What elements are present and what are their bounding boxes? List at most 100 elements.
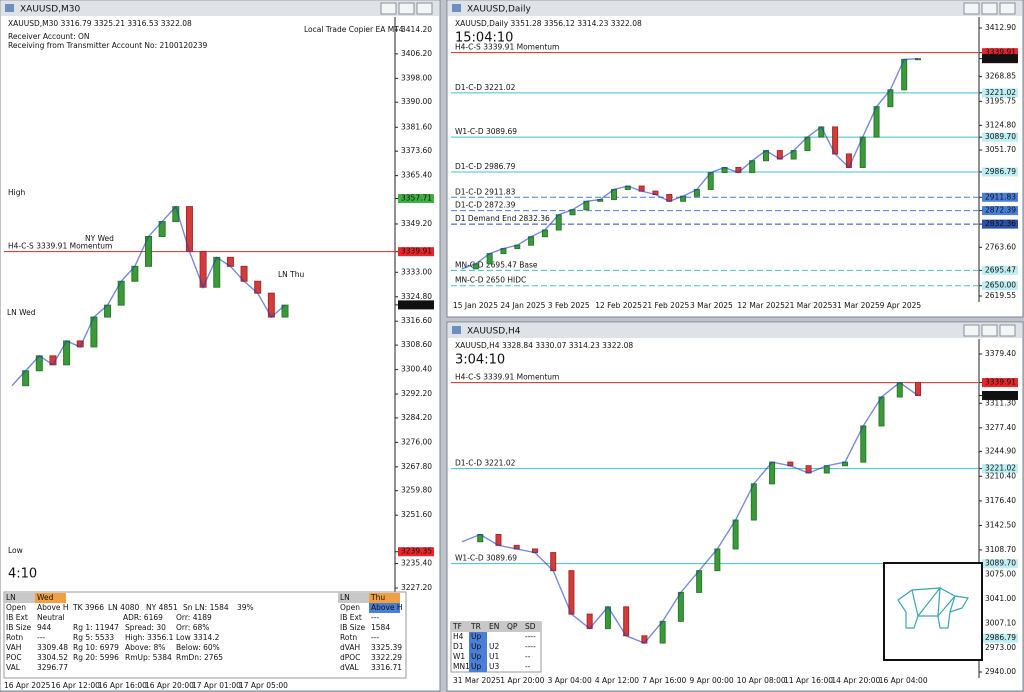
level-label: W1-C-D 3089.69 [455, 127, 517, 136]
table-cell: Neutral [37, 613, 65, 622]
price-label: 2650.00 [985, 281, 1016, 290]
time-label: 3 Apr 04:00 [548, 676, 592, 685]
window-icon [452, 4, 461, 12]
price-label: 3284.20 [401, 413, 432, 422]
table-cell: 3322.29 [371, 653, 402, 662]
time-label: 9 Apr 00:00 [690, 676, 734, 685]
trend-head: QP [507, 622, 518, 631]
stat: High: 3356.1 [125, 633, 174, 642]
level-label: D1-C-D 3221.02 [455, 459, 516, 468]
price-label-bg [982, 132, 1018, 142]
stat: NY 4851 [146, 603, 178, 612]
trend-cell-bg [469, 662, 487, 672]
trend-cell: ---- [525, 642, 536, 651]
table-cell: Above H [37, 603, 69, 612]
title-bar [1, 1, 439, 16]
stat: Sn LN: 1584 [183, 603, 229, 612]
trend-head-bg [505, 622, 523, 632]
close-button[interactable] [416, 2, 433, 15]
chart-header: XAUUSD,H4 3328.84 3330.07 3314.23 3322.0… [455, 341, 633, 350]
table-cell: 3325.39 [371, 643, 402, 652]
candle [677, 591, 684, 622]
candle [878, 396, 885, 427]
candle [750, 483, 757, 521]
timer: 15:04:10 [455, 31, 513, 46]
stat: Rg 10: 6979 [73, 643, 119, 652]
window-icon [5, 4, 14, 12]
price-label-bg [982, 219, 1018, 229]
stat: Orr: 4189 [176, 613, 212, 622]
price-label: 2973.00 [985, 643, 1016, 652]
price-label-bg [398, 194, 434, 204]
time-label: 16 Apr 20:00 [145, 681, 194, 690]
info-panel [3, 591, 407, 679]
table-cell: Rotn [6, 633, 23, 642]
price-label-bg [398, 247, 434, 257]
time-label: 16 Apr 2025 [4, 681, 51, 690]
candle [860, 425, 867, 463]
trend-head-bg [469, 622, 487, 632]
trend-cell: U2 [489, 642, 499, 651]
window-title: XAUUSD,H4 [467, 327, 521, 337]
candle [714, 548, 721, 572]
price-label: 3322.08 [985, 390, 1016, 399]
trend-head: TR [470, 622, 481, 631]
price-label: 3373.60 [401, 146, 432, 155]
time-label: 16 Apr 12:00 [51, 681, 100, 690]
table-cell: 3304.52 [37, 653, 68, 662]
time-label: 17 Apr 01:00 [192, 681, 241, 690]
stat: Above: 8% [125, 643, 165, 652]
trend-head-bg [523, 622, 541, 632]
window-title: XAUUSD,Daily [467, 5, 531, 15]
table-head: Wed [37, 593, 54, 602]
price-label: 3007.10 [985, 618, 1016, 627]
minimize-button[interactable] [963, 324, 980, 337]
candle [659, 620, 666, 644]
maximize-button[interactable] [981, 2, 998, 15]
close-line [11, 205, 286, 387]
price-label: 3239.35 [401, 547, 432, 556]
close-button[interactable] [999, 2, 1016, 15]
trend-cell: U3 [489, 662, 499, 671]
trend-cell: Up [471, 662, 481, 671]
table-cell: POC [6, 653, 22, 662]
note: Local Trade Copier EA MT4 [304, 25, 404, 34]
time-label: 21 Mar 2025 [785, 301, 833, 310]
time-label: 4 Apr 12:00 [595, 676, 639, 685]
price-label: 2940.00 [985, 667, 1016, 676]
price-label: 2619.55 [985, 291, 1016, 300]
timer: 3:04:10 [455, 353, 505, 368]
minimize-button[interactable] [380, 2, 397, 15]
table-cell: IB Size [340, 623, 366, 632]
cell-bg [369, 603, 400, 613]
time-label: 12 Mar 2025 [737, 301, 785, 310]
candle [623, 606, 630, 637]
time-label: 16 Apr 04:00 [879, 676, 928, 685]
close-button[interactable] [999, 324, 1016, 337]
price-label: 3398.00 [401, 73, 432, 82]
chart-header: XAUUSD,Daily 3351.28 3356.12 3314.23 332… [455, 19, 642, 28]
price-label: 3259.80 [401, 486, 432, 495]
price-label: 3124.80 [985, 120, 1016, 129]
time-label: 31 Mar 2025 [832, 301, 880, 310]
level-label: D1-C-D 2872.39 [455, 201, 516, 210]
table-cell: --- [371, 633, 379, 642]
table-cell: VAH [6, 643, 21, 652]
stat: Low 3314.2 [176, 633, 220, 642]
table-cell: --- [37, 633, 45, 642]
trend-cell: Up [471, 652, 481, 661]
window-title: XAUUSD,M30 [20, 5, 80, 15]
table-head-bg [338, 593, 369, 603]
maximize-button[interactable] [981, 324, 998, 337]
maximize-button[interactable] [398, 2, 415, 15]
price-label: 3176.40 [985, 496, 1016, 505]
price-label: 2763.60 [985, 242, 1016, 251]
trend-cell-bg [469, 652, 487, 662]
price-label: 3244.90 [985, 446, 1016, 455]
time-label: 17 Apr 05:00 [239, 681, 288, 690]
price-label: 3324.80 [401, 292, 432, 301]
price-label: 3268.85 [985, 72, 1016, 81]
minimize-button[interactable] [963, 2, 980, 15]
time-label: 3 Feb 2025 [548, 301, 590, 310]
